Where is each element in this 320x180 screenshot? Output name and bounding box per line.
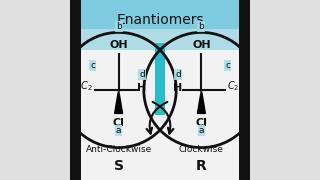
Text: OH: OH [192, 40, 211, 50]
Text: Enantiomers: Enantiomers [116, 13, 204, 27]
Text: H: H [173, 83, 182, 93]
FancyBboxPatch shape [70, 29, 250, 54]
FancyBboxPatch shape [239, 0, 250, 180]
Text: S: S [114, 159, 124, 173]
Text: OH: OH [109, 40, 128, 50]
Text: c: c [225, 61, 230, 70]
Text: $C_2H_5$: $C_2H_5$ [227, 80, 251, 93]
Text: $H_5C_2$: $H_5C_2$ [69, 80, 93, 93]
Text: b: b [116, 22, 122, 31]
Text: H: H [138, 83, 147, 93]
Text: Cl: Cl [196, 118, 207, 128]
Text: d: d [139, 70, 145, 79]
FancyBboxPatch shape [70, 50, 250, 180]
Text: a: a [199, 126, 204, 135]
Text: R: R [196, 159, 207, 173]
Text: c: c [90, 61, 95, 70]
Polygon shape [197, 90, 205, 113]
Text: Anti-Clockwise: Anti-Clockwise [85, 145, 152, 154]
Text: d: d [175, 70, 181, 79]
Text: a: a [116, 126, 121, 135]
FancyBboxPatch shape [155, 43, 165, 115]
Text: Cl: Cl [113, 118, 124, 128]
FancyBboxPatch shape [70, 0, 250, 32]
Text: Clockwise: Clockwise [179, 145, 224, 154]
Text: b: b [198, 22, 204, 31]
FancyBboxPatch shape [70, 0, 81, 180]
Polygon shape [115, 90, 123, 113]
